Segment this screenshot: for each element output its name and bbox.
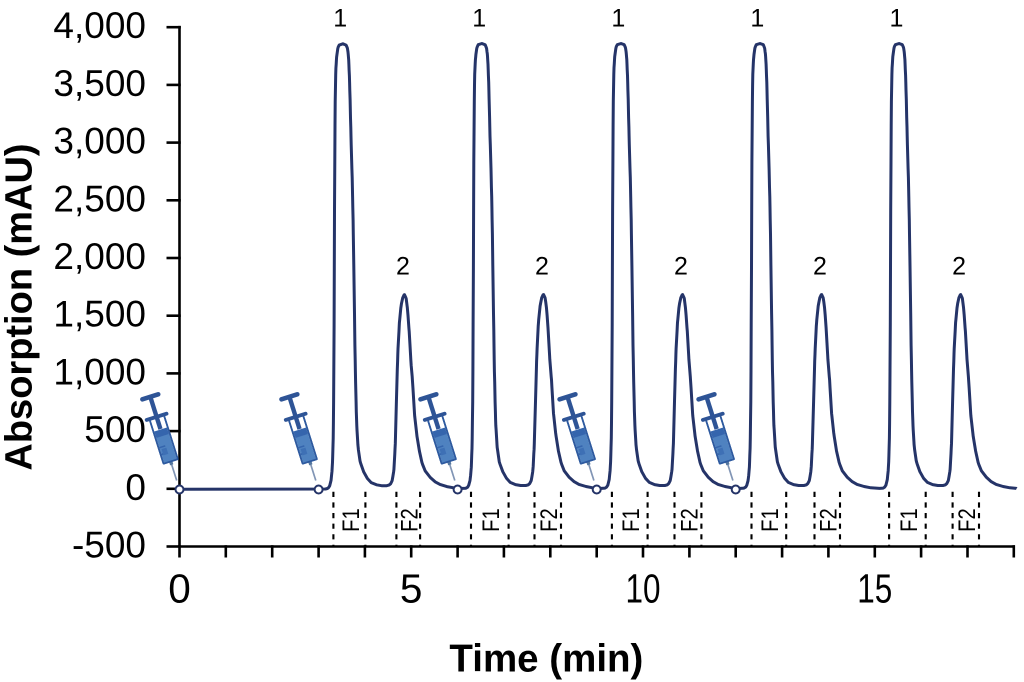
svg-text:2: 2 xyxy=(535,253,549,281)
svg-text:2,000: 2,000 xyxy=(53,236,146,277)
svg-text:1: 1 xyxy=(750,5,764,33)
svg-text:F1: F1 xyxy=(618,508,645,532)
svg-text:F2: F2 xyxy=(676,508,703,532)
svg-text:2: 2 xyxy=(813,253,827,281)
svg-text:F1: F1 xyxy=(338,508,365,532)
svg-text:F1: F1 xyxy=(896,508,923,532)
svg-text:F1: F1 xyxy=(478,508,505,532)
svg-text:0: 0 xyxy=(168,566,191,612)
svg-text:2: 2 xyxy=(674,253,688,281)
svg-text:15: 15 xyxy=(857,566,892,612)
svg-text:1: 1 xyxy=(472,5,486,33)
svg-text:F2: F2 xyxy=(536,508,563,532)
svg-text:2: 2 xyxy=(952,253,966,281)
svg-text:Absorption (mAU): Absorption (mAU) xyxy=(0,143,41,470)
svg-text:3,500: 3,500 xyxy=(53,63,146,104)
svg-text:-500: -500 xyxy=(72,525,146,566)
svg-text:F2: F2 xyxy=(816,508,843,532)
svg-text:0: 0 xyxy=(125,467,146,508)
svg-text:Time (min): Time (min) xyxy=(449,637,643,680)
svg-text:500: 500 xyxy=(84,409,146,450)
svg-text:1: 1 xyxy=(333,5,347,33)
svg-text:10: 10 xyxy=(626,566,661,612)
svg-text:1: 1 xyxy=(611,5,625,33)
svg-text:F2: F2 xyxy=(397,508,424,532)
svg-text:1,500: 1,500 xyxy=(53,294,146,335)
svg-text:F2: F2 xyxy=(954,508,981,532)
svg-text:2,500: 2,500 xyxy=(53,178,146,219)
svg-text:2: 2 xyxy=(396,253,410,281)
svg-text:F1: F1 xyxy=(757,508,784,532)
svg-text:3,000: 3,000 xyxy=(53,121,146,162)
svg-text:1: 1 xyxy=(889,5,903,33)
svg-text:1,000: 1,000 xyxy=(53,351,146,392)
svg-text:5: 5 xyxy=(400,566,423,612)
svg-text:4,000: 4,000 xyxy=(53,5,146,46)
